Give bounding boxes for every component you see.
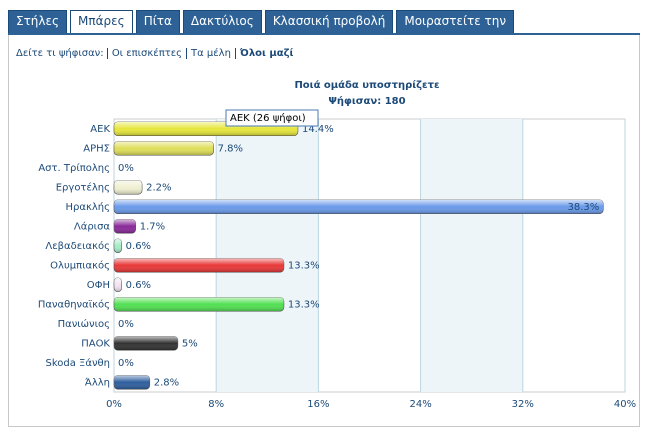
bar-shine	[114, 277, 122, 292]
filter-option[interactable]: Όλοι μαζί	[234, 48, 298, 59]
y-tick-label: Παναθηναϊκός	[38, 298, 110, 310]
filter-bar: Δείτε τι ψήφισαν: Οι επισκέπτες Τα μέλη Όλ…	[16, 48, 298, 59]
tab[interactable]: Κλασσική προβολή	[264, 10, 394, 33]
value-label: 0%	[118, 319, 134, 330]
tab[interactable]: Στήλες	[8, 10, 68, 33]
y-tick-label: Skoda Ξάνθη	[45, 357, 110, 369]
bar-shine	[114, 180, 143, 195]
y-tick-label: Ολυμπιακός	[50, 259, 110, 271]
value-label: 14.4%	[302, 124, 334, 135]
tooltip-box	[225, 109, 319, 127]
value-label: 2.2%	[146, 182, 171, 193]
bar-group	[113, 335, 179, 351]
value-label: 0%	[118, 358, 134, 369]
bar-group	[113, 277, 122, 293]
y-tick-label: ΟΦΗ	[87, 280, 110, 291]
tab[interactable]: Μπάρες	[70, 10, 133, 33]
bar-group	[113, 140, 214, 156]
y-tick-label: Ηρακλής	[66, 201, 110, 213]
bar-group	[113, 374, 151, 390]
bar-group	[113, 257, 285, 273]
value-label: 13.3%	[288, 299, 320, 310]
value-label: 2.8%	[154, 377, 179, 388]
x-tick-label: 16%	[307, 399, 329, 410]
bar-shine	[114, 199, 604, 214]
filter-option[interactable]: Τα μέλη	[186, 48, 235, 59]
bar-shine	[114, 258, 284, 273]
x-tick-label: 40%	[614, 399, 636, 410]
chart-subtitle: Ψήφισαν: 180	[328, 95, 405, 107]
tooltip-text: ΑΕΚ (26 ψήφοι)	[230, 112, 306, 124]
y-tick-label: Αστ. Τρίπολης	[38, 162, 110, 174]
bar-shine	[114, 219, 136, 234]
y-tick-label: Εργοτέλης	[56, 181, 110, 193]
bar-shine	[114, 238, 122, 253]
filter-label: Δείτε τι ψήφισαν:	[16, 48, 104, 59]
value-label: 1.7%	[140, 221, 165, 232]
tab[interactable]: Μοιραστείτε την	[396, 10, 515, 33]
bar-shine	[114, 141, 214, 156]
x-tick-label: 8%	[208, 399, 224, 410]
value-label: 5%	[182, 338, 198, 349]
y-tick-label: ΑΡΗΣ	[83, 143, 110, 154]
value-label: 13.3%	[288, 260, 320, 271]
bar-shine	[114, 297, 284, 312]
bar-group	[113, 296, 285, 312]
y-tick-label: Λάρισα	[74, 220, 111, 232]
x-tick-label: 24%	[409, 399, 431, 410]
plot-area	[113, 118, 626, 393]
x-tick-label: 0%	[106, 399, 122, 410]
filter-option[interactable]: Οι επισκέπτες	[106, 48, 187, 59]
y-tick-label: ΠΑΟΚ	[81, 338, 110, 349]
y-tick-label: Λεβαδειακός	[45, 240, 110, 252]
tooltip: ΑΕΚ (26 ψήφοι)	[225, 109, 319, 127]
bar-shine	[114, 336, 178, 351]
content-box	[8, 35, 640, 427]
value-label: 38.3%	[568, 202, 600, 213]
value-label: 0.6%	[126, 241, 151, 252]
value-label: 0%	[118, 163, 134, 174]
tab-bar: Στήλες Μπάρες Πίτα Δακτύλιος Κλασσική προβολ…	[8, 10, 515, 33]
plot-band	[420, 119, 523, 392]
value-label: 0.6%	[126, 280, 151, 291]
bar-shine	[114, 375, 150, 390]
value-label: 7.8%	[218, 143, 243, 154]
bar-group	[113, 218, 137, 234]
y-tick-label: ΑΕΚ	[90, 124, 110, 135]
bar-group	[113, 238, 122, 254]
tab-line	[8, 33, 640, 35]
x-tick-label: 32%	[512, 399, 534, 410]
plot-band	[216, 119, 319, 392]
y-tick-label: Άλλη	[85, 376, 110, 388]
bar-group	[113, 199, 604, 215]
bar-group	[113, 179, 143, 195]
tab[interactable]: Δακτύλιος	[182, 10, 262, 33]
y-tick-label: Πανιώνιος	[58, 318, 110, 330]
tab[interactable]: Πίτα	[135, 10, 180, 33]
chart-title: Ποιά ομάδα υποστηρίζετε	[294, 79, 439, 91]
